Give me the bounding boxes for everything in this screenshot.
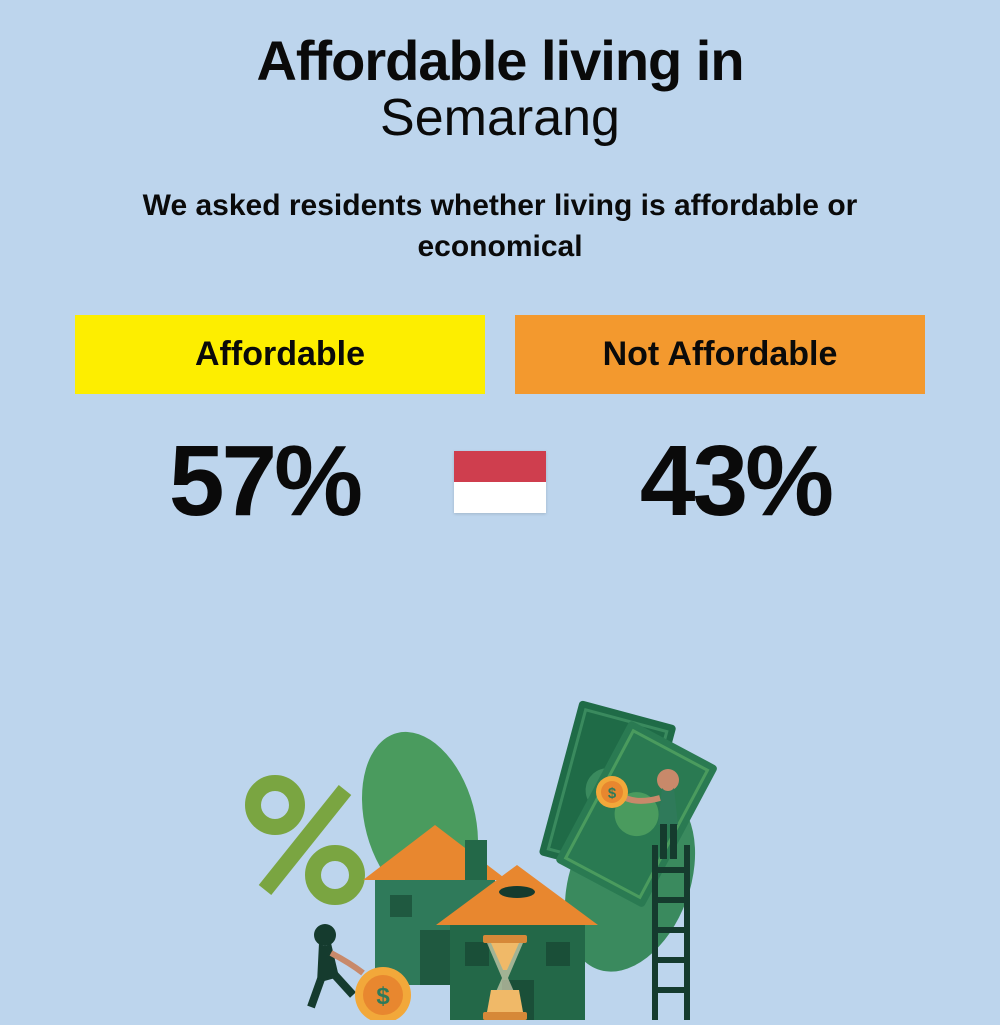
value-not-affordable: 43% bbox=[546, 424, 925, 539]
flag-top-stripe bbox=[454, 451, 546, 482]
title-prefix: Affordable living in bbox=[0, 28, 1000, 93]
subtitle-text: We asked residents whether living is aff… bbox=[0, 186, 1000, 267]
label-affordable: Affordable bbox=[75, 315, 485, 394]
svg-text:$: $ bbox=[376, 983, 390, 1010]
housing-illustration: $ $ bbox=[220, 680, 780, 1020]
flag-bottom-stripe bbox=[454, 482, 546, 513]
labels-row: Affordable Not Affordable bbox=[0, 315, 1000, 394]
title-city: Semarang bbox=[0, 88, 1000, 148]
value-affordable: 57% bbox=[75, 424, 454, 539]
label-not-affordable: Not Affordable bbox=[515, 315, 925, 394]
values-row: 57% 43% bbox=[0, 424, 1000, 539]
indonesia-flag-icon bbox=[454, 451, 546, 513]
svg-text:$: $ bbox=[608, 785, 617, 802]
